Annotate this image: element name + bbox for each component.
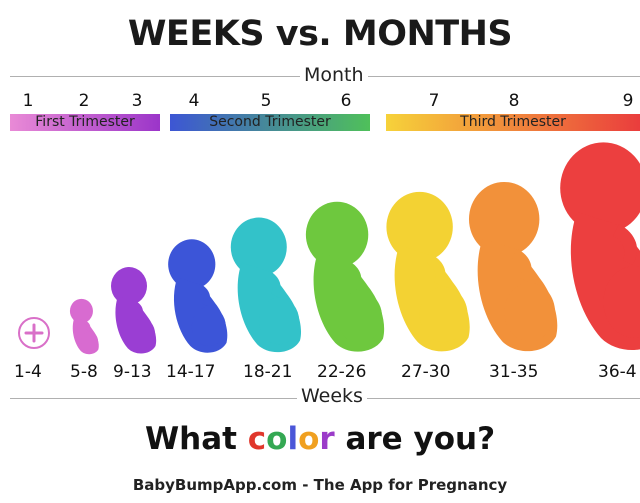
month-number: 3	[131, 91, 143, 111]
week-range: 5-8	[70, 362, 98, 382]
fetus-icon	[230, 217, 302, 353]
month-number: 8	[508, 91, 520, 111]
week-range: 18-21	[243, 362, 293, 382]
fetus-icon	[468, 181, 558, 352]
month-number: 9	[622, 91, 634, 111]
fetus-icon	[305, 201, 385, 352]
month-axis-label: Month	[300, 64, 368, 86]
fetus-icon	[560, 142, 640, 351]
week-range: 14-17	[166, 362, 216, 382]
question-color-word: color	[248, 421, 335, 457]
month-number: 4	[188, 91, 200, 111]
month-number: 7	[428, 91, 440, 111]
month-number: 2	[78, 91, 90, 111]
month-number: 6	[340, 91, 352, 111]
footer-text: BabyBumpApp.com - The App for Pregnancy	[132, 476, 508, 494]
trimester-bar-third: Third Trimester	[386, 114, 640, 131]
question-color-letter: o	[298, 421, 320, 457]
question-color-letter: o	[266, 421, 288, 457]
fetus-icon	[168, 239, 228, 353]
fetus-icon	[111, 267, 157, 354]
embryo-icon	[18, 317, 50, 349]
month-number: 1	[22, 91, 34, 111]
question-color-letter: r	[319, 421, 335, 457]
question-color-letter: c	[247, 421, 267, 457]
weeks-axis-label: Weeks	[297, 385, 367, 407]
fetus-icon	[69, 298, 99, 355]
week-range: 27-30	[401, 362, 451, 382]
question-color-letter: l	[287, 421, 299, 457]
trimester-bar-second: Second Trimester	[170, 114, 370, 131]
question-heading: What color are you?	[0, 421, 640, 457]
fetus-icon	[386, 191, 470, 352]
page-title: WEEKS vs. MONTHS	[127, 14, 513, 54]
question-text-start: What	[144, 421, 248, 457]
question-text-end: are you?	[334, 421, 496, 457]
week-range: 22-26	[317, 362, 367, 382]
week-range: 31-35	[489, 362, 539, 382]
week-range: 1-4	[14, 362, 42, 382]
month-number: 5	[260, 91, 272, 111]
trimester-bar-first: First Trimester	[10, 114, 160, 131]
week-range: 9-13	[113, 362, 152, 382]
week-range: 36-4	[598, 362, 637, 382]
